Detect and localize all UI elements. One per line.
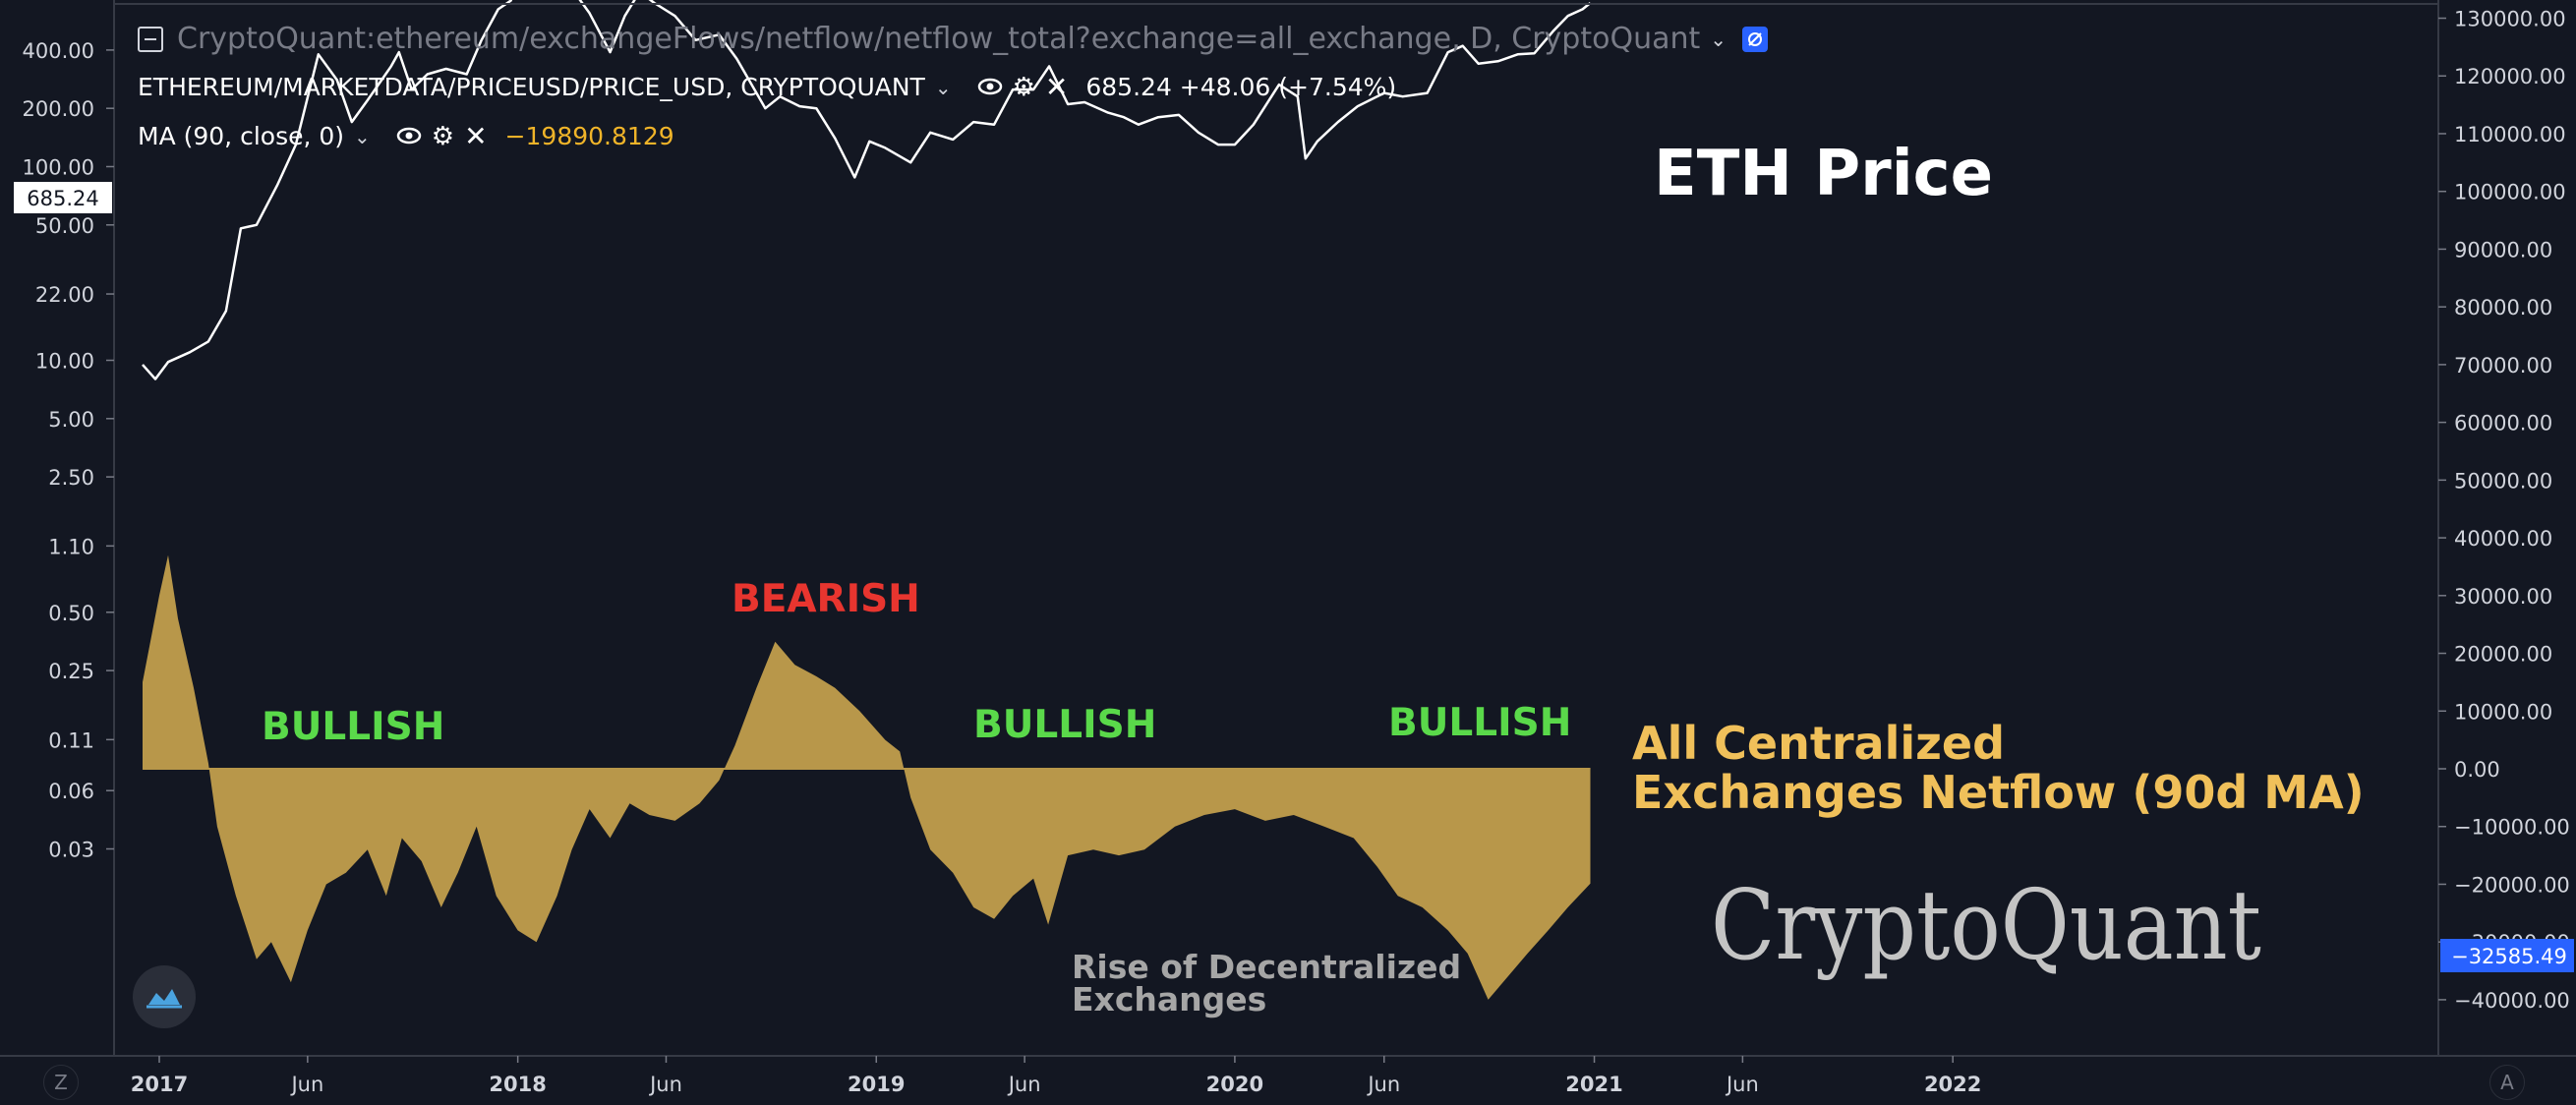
left-axis-tick-label: 0.50 xyxy=(48,602,94,625)
bullish-label-2: BULLISH xyxy=(973,703,1156,747)
left-axis-tick-label: 50.00 xyxy=(35,214,94,238)
left-axis-tick-label: 22.00 xyxy=(35,283,94,307)
time-axis-tick-label: Jun xyxy=(1366,1073,1400,1096)
time-axis-tick-label: Jun xyxy=(648,1073,682,1096)
right-value-badge-label: −32585.49 xyxy=(2451,945,2567,968)
netflow-area xyxy=(143,554,1591,1000)
time-axis-tick-label: Jun xyxy=(289,1073,323,1096)
right-axis-tick-label: 10000.00 xyxy=(2454,700,2552,724)
price-series-legend[interactable]: ETHEREUM/MARKETDATA/PRICEUSD/PRICE_USD, … xyxy=(138,71,1396,103)
right-axis-tick-label: 70000.00 xyxy=(2454,354,2552,378)
data-link-icon[interactable] xyxy=(1742,26,1769,52)
time-axis-tick-label: Jun xyxy=(1725,1073,1759,1096)
left-axis-tick-label: 0.06 xyxy=(48,780,94,803)
auto-scale-button[interactable]: A xyxy=(2489,1065,2525,1100)
left-axis-tick-label: 200.00 xyxy=(23,97,94,121)
chevron-down-icon[interactable]: ⌄ xyxy=(934,75,952,99)
bullish-label-1: BULLISH xyxy=(262,705,444,749)
time-axis-tick-label: Jun xyxy=(1007,1073,1041,1096)
chevron-down-icon[interactable]: ⌄ xyxy=(1710,27,1727,51)
price-series-name[interactable]: ETHEREUM/MARKETDATA/PRICEUSD/PRICE_USD, … xyxy=(138,73,925,101)
ma-value: −19890.8129 xyxy=(504,122,674,150)
bullish-label-3: BULLISH xyxy=(1388,701,1571,745)
rise-dex-line2: Exchanges xyxy=(1072,980,1266,1018)
right-axis-tick-label: 0.00 xyxy=(2454,758,2500,782)
right-axis-tick-label: −40000.00 xyxy=(2454,989,2570,1013)
ma-legend[interactable]: MA (90, close, 0) ⌄ ⚙ ✕ −19890.8129 xyxy=(138,120,674,152)
right-axis-tick-label: 50000.00 xyxy=(2454,469,2552,493)
cryptoquant-logo-button[interactable] xyxy=(133,965,196,1028)
right-axis[interactable]: 130000.00 120000.00 110000.00 100000.00 9000… xyxy=(2438,8,2570,1013)
left-axis-tick-label: 100.00 xyxy=(23,156,94,180)
left-axis-tick-label: 5.00 xyxy=(48,408,94,432)
close-icon[interactable]: ✕ xyxy=(464,120,488,152)
netflow-label-line1: All Centralized xyxy=(1632,717,2005,770)
right-axis-tick-label: 90000.00 xyxy=(2454,238,2552,262)
main-series-title[interactable]: CryptoQuant:ethereum/exchangeFlows/netfl… xyxy=(177,22,1701,56)
left-axis-tick-label: 0.25 xyxy=(48,660,94,683)
right-axis-tick-label: 60000.00 xyxy=(2454,412,2552,436)
cloud-logo-icon xyxy=(146,989,182,1009)
time-axis-tick-label: 2018 xyxy=(489,1073,546,1096)
eth-price-label: ETH Price xyxy=(1654,138,1993,210)
eye-icon[interactable] xyxy=(977,73,1003,101)
price-series-values: 685.24 +48.06 (+7.54%) xyxy=(1085,73,1397,101)
right-axis-tick-label: 40000.00 xyxy=(2454,527,2552,551)
right-axis-tick-label: 110000.00 xyxy=(2454,123,2566,146)
time-axis[interactable]: 2017 Jun 2018 Jun 2019 Jun 2020 Jun 2021 Jun 2022 xyxy=(131,1056,1982,1096)
left-axis-tick-label: 400.00 xyxy=(23,39,94,63)
eye-icon[interactable] xyxy=(396,122,422,150)
right-axis-tick-label: 20000.00 xyxy=(2454,643,2552,667)
right-axis-tick-label: 120000.00 xyxy=(2454,65,2566,88)
left-axis-tick-label: 2.50 xyxy=(48,466,94,490)
ma-name[interactable]: MA (90, close, 0) xyxy=(138,122,345,150)
right-axis-tick-label: −20000.00 xyxy=(2454,873,2570,897)
bearish-label: BEARISH xyxy=(732,577,920,621)
time-axis-tick-label: 2017 xyxy=(131,1073,188,1096)
rise-dex-line1: Rise of Decentralized xyxy=(1072,948,1461,986)
right-axis-tick-label: 130000.00 xyxy=(2454,8,2566,31)
close-icon[interactable]: ✕ xyxy=(1044,71,1069,103)
collapse-icon[interactable] xyxy=(138,26,163,52)
right-axis-tick-label: 80000.00 xyxy=(2454,296,2552,320)
watermark: CryptoQuant xyxy=(1711,870,2261,982)
zoom-toggle-button[interactable]: Z xyxy=(43,1065,79,1100)
left-price-badge-label: 685.24 xyxy=(27,187,98,210)
price-line-layer xyxy=(142,0,1592,380)
left-axis[interactable]: 400.00 200.00 100.00 50.00 22.00 10.00 5.00 2.5… xyxy=(23,39,114,862)
left-axis-tick-label: 10.00 xyxy=(35,350,94,374)
price-line xyxy=(142,0,1592,380)
left-price-badge xyxy=(14,182,112,213)
right-axis-tick-label: 100000.00 xyxy=(2454,181,2566,204)
right-axis-tick-label: 30000.00 xyxy=(2454,585,2552,609)
right-value-badge xyxy=(2440,939,2574,972)
left-axis-tick-label: 0.03 xyxy=(48,839,94,862)
left-axis-tick-label: 1.10 xyxy=(48,535,94,558)
time-axis-tick-label: 2019 xyxy=(848,1073,905,1096)
netflow-label-line2: Exchanges Netflow (90d MA) xyxy=(1632,766,2365,819)
netflow-area-layer xyxy=(143,554,1591,1000)
time-axis-tick-label: 2020 xyxy=(1206,1073,1263,1096)
time-axis-tick-label: 2022 xyxy=(1924,1073,1981,1096)
chart-legend-title[interactable]: CryptoQuant:ethereum/exchangeFlows/netfl… xyxy=(138,22,1769,56)
time-axis-tick-label: 2021 xyxy=(1565,1073,1622,1096)
chevron-down-icon[interactable]: ⌄ xyxy=(354,124,371,148)
left-axis-tick-label: 0.11 xyxy=(48,728,94,752)
right-axis-tick-label: −10000.00 xyxy=(2454,816,2570,840)
gear-icon[interactable]: ⚙ xyxy=(1012,72,1035,102)
gear-icon[interactable]: ⚙ xyxy=(431,121,455,151)
